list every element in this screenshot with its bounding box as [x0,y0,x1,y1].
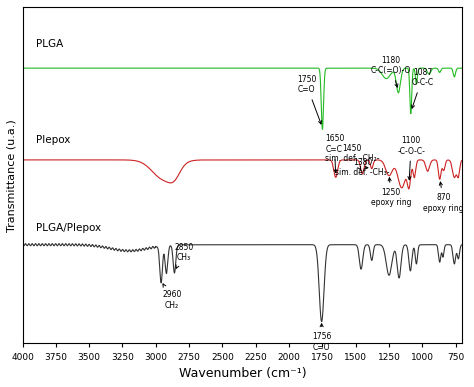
Text: 1380
sim. def. -CH₃-: 1380 sim. def. -CH₃- [335,158,390,177]
Text: 2960
CH₂: 2960 CH₂ [162,284,182,310]
Text: 2850
CH₃: 2850 CH₃ [174,243,193,268]
Text: Plepox: Plepox [36,135,70,145]
Text: PLGA: PLGA [36,39,63,49]
Text: 1650
C=C: 1650 C=C [325,134,344,173]
X-axis label: Wavenumber (cm⁻¹): Wavenumber (cm⁻¹) [179,367,306,380]
Text: 1750
C=O: 1750 C=O [297,75,321,124]
Text: 1087
O-C-C: 1087 O-C-C [411,68,433,108]
Text: PLGA/Plepox: PLGA/Plepox [36,223,101,233]
Text: 1250
epoxy ring: 1250 epoxy ring [371,178,411,207]
Text: 1180
C-C(=O)-O: 1180 C-C(=O)-O [371,56,411,87]
Text: 1100
-C-O-C-: 1100 -C-O-C- [397,136,425,180]
Text: 1450
sim. def. -CH₂-: 1450 sim. def. -CH₂- [325,144,379,170]
Text: 870
epoxy ring: 870 epoxy ring [423,182,464,212]
Y-axis label: Transmittance (u.a.): Transmittance (u.a.) [7,119,17,231]
Text: 1756
C=O: 1756 C=O [312,324,331,351]
